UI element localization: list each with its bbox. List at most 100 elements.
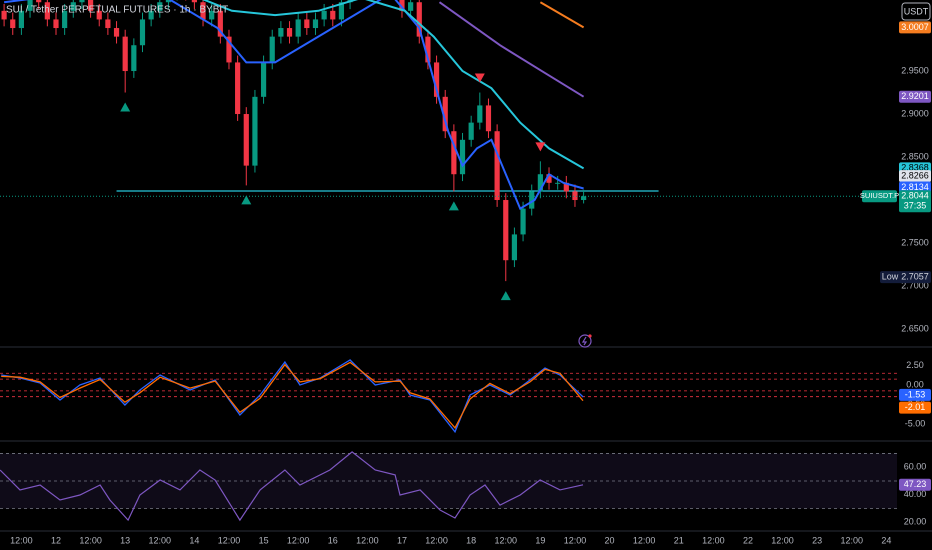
x-tick-label: 12:00 — [564, 535, 587, 545]
y-tick-label: 2.9000 — [901, 108, 929, 118]
candle-body — [18, 10, 24, 29]
sell-signal — [535, 142, 546, 152]
candle-body — [269, 36, 275, 63]
low-label-bg — [880, 271, 931, 284]
alert-icon[interactable] — [578, 334, 592, 348]
candle-body — [260, 62, 267, 97]
candle-body — [338, 2, 345, 20]
candle-body — [442, 96, 448, 132]
y-tick-label: 2.6500 — [901, 323, 929, 333]
price-badge-bg — [899, 170, 931, 183]
candle-body — [27, 0, 33, 11]
candle-body — [581, 196, 587, 201]
x-tick-label: 12:00 — [218, 535, 241, 545]
oscillator-badge-bg — [899, 401, 931, 414]
x-tick-label: 12 — [51, 535, 61, 545]
oscillator-line — [1, 359, 584, 434]
candle-body — [243, 114, 249, 166]
y-tick-label: 2.7500 — [901, 237, 929, 247]
candle-body — [425, 36, 431, 63]
x-tick-label: 21 — [674, 535, 684, 545]
x-tick-label: 14 — [189, 535, 199, 545]
candle-body — [321, 10, 327, 20]
candle-body — [200, 2, 206, 20]
candle-body — [148, 10, 154, 20]
candle-body — [113, 28, 120, 37]
candle-body — [79, 0, 85, 3]
candle-body — [217, 10, 223, 37]
candle-body — [139, 19, 146, 46]
candle-body — [399, 0, 405, 11]
candle-body — [468, 122, 474, 140]
low-label: Low — [882, 271, 899, 281]
x-tick-label: 12:00 — [495, 535, 518, 545]
moving-average — [202, 0, 585, 170]
x-tick-label: 12:00 — [10, 535, 33, 545]
candle-body — [286, 28, 293, 37]
price-badge-bg — [899, 90, 931, 103]
rsi-badge: 47.23 — [904, 479, 927, 489]
candle-body — [226, 36, 232, 63]
candle-body — [503, 200, 509, 261]
candle-body — [96, 10, 102, 20]
chart-title: SUI / Tether PERPETUAL FUTURES · 1h · BY… — [6, 5, 228, 16]
candle-body — [165, 0, 172, 3]
x-tick-label: 23 — [812, 535, 822, 545]
candle-body — [555, 182, 561, 184]
x-tick-label: 18 — [466, 535, 476, 545]
candle-body — [10, 19, 16, 29]
candle-body — [53, 19, 59, 29]
candle-body — [408, 2, 414, 11]
candle-body — [209, 10, 215, 20]
candle-body — [546, 174, 552, 183]
price-badge: 2.8266 — [901, 171, 929, 181]
candle-body — [105, 19, 111, 29]
candle-body — [70, 2, 76, 11]
price-badge: 2.8134 — [901, 182, 929, 192]
candle-body — [563, 182, 569, 192]
candle-body — [520, 208, 526, 235]
candle-body — [191, 0, 197, 3]
candle-body — [477, 105, 483, 123]
x-tick-label: 12:00 — [356, 535, 379, 545]
candle-body — [511, 234, 518, 261]
countdown: 37:35 — [904, 201, 927, 211]
y-tick-label: 20.00 — [904, 517, 927, 527]
rsi-band — [0, 453, 897, 509]
x-tick-label: 12:00 — [633, 535, 656, 545]
x-tick-label: 12:00 — [149, 535, 172, 545]
candle-body — [122, 36, 128, 72]
oscillator-badge-bg — [899, 388, 931, 401]
overlay-layer — [0, 73, 897, 301]
y-tick-label: 2.7000 — [901, 280, 929, 290]
candle-body — [295, 19, 301, 37]
candle-body — [44, 2, 50, 20]
x-tick-label: 12:00 — [702, 535, 725, 545]
price-badge-bg — [899, 21, 931, 34]
current-price: 2.8044 — [901, 191, 929, 201]
rsi-line — [0, 451, 584, 522]
candle-body — [1, 10, 7, 20]
buy-signal — [500, 291, 511, 301]
candle-body — [459, 139, 466, 175]
x-tick-label: 19 — [535, 535, 545, 545]
price-pane — [1, 0, 659, 282]
x-tick-label: 12:00 — [79, 535, 102, 545]
candle-body — [494, 131, 500, 201]
x-tick-label: 12:00 — [840, 535, 863, 545]
current-price-bg — [899, 190, 931, 213]
y-tick-label: 2.50 — [906, 360, 924, 370]
moving-average — [438, 1, 585, 98]
buy-signal — [448, 201, 459, 211]
x-tick-label: 12:00 — [771, 535, 794, 545]
candle-body — [131, 45, 137, 72]
y-tick-label: 2.8500 — [901, 151, 929, 161]
moving-average — [3, 0, 584, 211]
currency-box[interactable] — [901, 2, 931, 21]
candle-body — [537, 174, 543, 192]
candle-body — [235, 62, 241, 115]
y-tick-label: -5.00 — [905, 418, 926, 428]
buy-signal — [241, 195, 252, 205]
rsi-badge-bg — [899, 478, 931, 491]
